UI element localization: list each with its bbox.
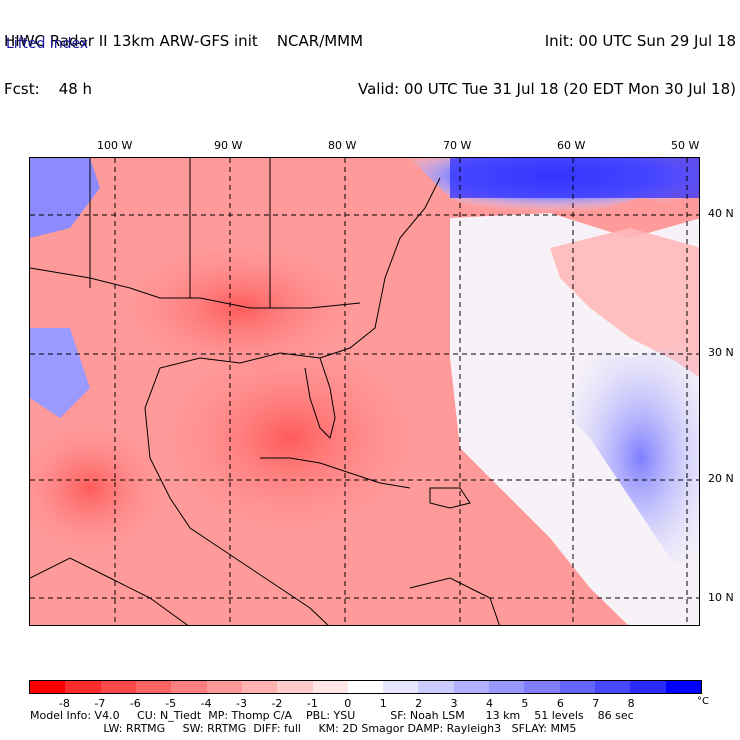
colorbar-cell — [383, 681, 419, 693]
lat-label: 40 N — [708, 207, 734, 220]
lon-label: 100 W — [97, 139, 133, 152]
colorbar-cell — [312, 681, 348, 693]
colorbar-cell — [418, 681, 454, 693]
colorbar-tick-label: 1 — [379, 697, 387, 710]
colorbar-tick-label: -5 — [165, 697, 177, 710]
model-info-line1: Model Info: V4.0 CU: N_Tiedt MP: Thomp C… — [30, 709, 634, 722]
colorbar-cell — [453, 681, 490, 693]
colorbar-tick-label: 3 — [450, 697, 458, 710]
lon-label: 70 W — [443, 139, 472, 152]
init-time: Init: 00 UTC Sun 29 Jul 18 — [544, 32, 736, 50]
colorbar-unit: °C — [697, 696, 709, 707]
colorbar-cell — [665, 681, 701, 693]
lon-label: 50 W — [671, 139, 700, 152]
colorbar-tick-label: -1 — [306, 697, 318, 710]
lifted-index-map — [29, 157, 700, 626]
header-left: HIWC Radar II 13km ARW-GFS init NCAR/MMM… — [4, 1, 363, 113]
lon-label: 80 W — [328, 139, 357, 152]
colorbar-cell — [30, 681, 66, 693]
colorbar-tick-label: -8 — [58, 697, 70, 710]
forecast-hour: Fcst: 48 h — [4, 80, 93, 98]
colorbar-tick-label: 8 — [627, 697, 635, 710]
model-title: HIWC Radar II 13km ARW-GFS init NCAR/MMM — [4, 32, 364, 50]
colorbar-tick-label: -7 — [94, 697, 106, 710]
colorbar-cell — [171, 681, 207, 693]
colorbar-tick-label: 7 — [592, 697, 600, 710]
lon-label: 60 W — [557, 139, 586, 152]
colorbar-cell — [241, 681, 278, 693]
lon-label: 90 W — [214, 139, 243, 152]
colorbar-tick-label: 6 — [556, 697, 564, 710]
colorbar-tick-label: 5 — [521, 697, 529, 710]
model-info-line2: LW: RRTMG SW: RRTMG DIFF: full KM: 2D Sm… — [30, 722, 577, 735]
header-right: Init: 00 UTC Sun 29 Jul 18 Valid: 00 UTC… — [358, 1, 736, 113]
colorbar-cell — [347, 681, 384, 693]
valid-time: Valid: 00 UTC Tue 31 Jul 18 (20 EDT Mon … — [357, 80, 736, 98]
colorbar-tick-label: 2 — [415, 697, 423, 710]
colorbar-cell — [630, 681, 666, 693]
colorbar-cell — [559, 681, 595, 693]
lat-label: 30 N — [708, 346, 734, 359]
lat-label: 10 N — [708, 591, 734, 604]
colorbar-cell — [206, 681, 242, 693]
colorbar-cell — [135, 681, 172, 693]
colorbar-tick-label: -4 — [200, 697, 212, 710]
colorbar-tick-label: -2 — [271, 697, 283, 710]
colorbar-tick-label: 4 — [485, 697, 493, 710]
colorbar-tick-label: -3 — [236, 697, 247, 710]
colorbar-cell — [65, 681, 101, 693]
colorbar-cell — [524, 681, 560, 693]
colorbar-tick-label: -6 — [129, 697, 141, 710]
colorbar-cell — [100, 681, 136, 693]
colorbar-tick-label: 0 — [344, 697, 352, 710]
colorbar — [29, 680, 702, 694]
colorbar-cell — [595, 681, 631, 693]
field-name: Lifted index — [6, 36, 89, 52]
lat-label: 20 N — [708, 472, 734, 485]
colorbar-cell — [277, 681, 313, 693]
colorbar-cell — [489, 681, 525, 693]
